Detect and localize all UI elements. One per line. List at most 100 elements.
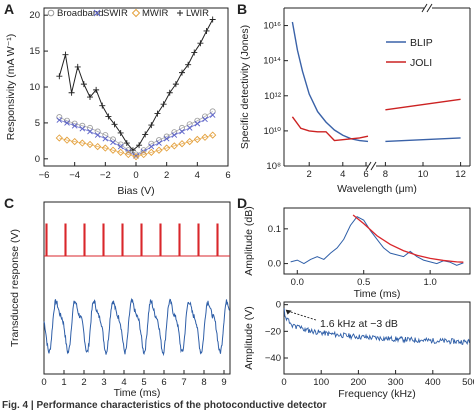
panel-b-frame [283, 7, 471, 167]
panel-d-bottom-spectrum [283, 308, 470, 346]
panel-a-swir-point [209, 112, 216, 118]
panel-a-lwir-point [166, 89, 173, 96]
panel-d-bottom-xtick-label: 300 [388, 377, 404, 388]
panel-c-xtick-label: 5 [141, 377, 146, 388]
panel-a-swir-point [102, 135, 109, 142]
panel-a-ytick-label: 20 [29, 10, 40, 21]
panel-letter-b: B [237, 1, 247, 17]
panel-b-blip-line [385, 137, 461, 143]
panel-a-lwir-point [74, 63, 81, 70]
panel-c-ticks: 0 1 2 3 4 5 6 7 8 9 [41, 370, 227, 388]
panel-b-joli-line [291, 116, 369, 142]
panel-a-mwir-point [178, 140, 186, 148]
panel-c-frame [43, 201, 231, 375]
panel-a-legend-label: MWIR [142, 8, 169, 19]
panel-a-legend-marker-lwir [177, 10, 183, 16]
panel-c-xlabel: Time (ms) [114, 387, 161, 399]
panel-d-bottom-xtick-label: 100 [313, 377, 329, 388]
panel-a-legend-label: Broadband [57, 8, 103, 19]
panel-c-xtick-label: 0 [41, 377, 46, 388]
panel-d-top-series [290, 214, 464, 266]
panel-d-top-trace [290, 216, 464, 266]
panel-a-swir-point [94, 132, 101, 138]
panel-letter-a: A [4, 1, 14, 17]
panel-a-legend-label: SWIR [103, 8, 128, 19]
panel-a-xtick-label: 0 [133, 170, 138, 181]
panel-a-mwir-point [132, 153, 140, 161]
panel-b-ticks: 2 4 6 8 10 12 10⁸ 10¹⁰ 10¹² 10¹⁴ 10¹⁶ [263, 21, 466, 180]
panel-a-mwir-point [170, 142, 178, 150]
panel-b-legend: BLIP JOLI [386, 37, 433, 69]
panel-letter-c: C [4, 195, 14, 211]
panel-b-break-mark [421, 3, 433, 13]
panel-a-mwir-point [140, 150, 148, 159]
panel-a-lwir-point [191, 49, 198, 56]
panel-d-bottom-xtick-label: 400 [425, 377, 441, 388]
panel-a-lwir-point [185, 61, 192, 68]
panel-a-legend-marker-mwir [131, 8, 141, 18]
panel-a-xtick-label: −4 [69, 170, 80, 181]
panel-a-swir-point [179, 128, 185, 135]
panel-a-frame [43, 7, 229, 167]
panel-b-xtick-label: 4 [340, 169, 345, 180]
panel-d-bottom-xtick-label: 500 [462, 377, 474, 388]
panel-a-swir-point [79, 125, 86, 132]
panel-d-top-xtick-label: 0.0 [291, 277, 304, 288]
panel-b-break-mark [365, 161, 377, 171]
panel-c-xtick-label: 3 [101, 377, 106, 388]
panel-d-bottom-ylabel: Amplitude (V) [243, 306, 255, 370]
panel-a-mwir-point [78, 139, 86, 147]
panel-a-legend-marker-broadband [47, 9, 55, 17]
panel-c-response-chart: 0 1 2 3 4 5 6 7 8 9 Time (ms) Transduced response… [9, 201, 231, 399]
panel-a-broadband-point [87, 124, 94, 131]
panel-d-bottom-annotation-arrowhead [285, 309, 292, 315]
panel-a-swir-point [156, 140, 162, 146]
panel-c-xtick-label: 8 [201, 377, 206, 388]
panel-a-xlabel: Bias (V) [117, 185, 154, 197]
panel-a-mwir-point [117, 148, 125, 156]
panel-a-lwir-point [105, 113, 112, 120]
panel-c-xtick-label: 7 [181, 377, 186, 388]
panel-a-mwir-point [186, 137, 194, 146]
panel-b-ytick-label: 10⁸ [266, 161, 281, 172]
panel-d-bottom-frame [283, 301, 471, 375]
panel-d-top-ytick-label: 0.0 [268, 259, 281, 270]
panel-a-swir-point [148, 143, 155, 150]
panel-a-mwir-point [155, 146, 163, 154]
panel-a-mwir-point [209, 131, 217, 139]
panel-a-ytick-label: 5 [35, 118, 40, 129]
panel-a-lwir-point [80, 81, 87, 88]
panel-a-swir-point [71, 122, 78, 129]
panel-b-xtick-label: 10 [418, 169, 429, 180]
panel-a-lwir-point [68, 89, 75, 96]
panel-a-ylabel: Responsivity (mA W⁻¹) [5, 34, 17, 140]
panel-a-swir-point [202, 116, 208, 123]
panel-b-ytick-label: 10¹⁴ [263, 56, 281, 67]
panel-b-xtick-label: 8 [383, 169, 388, 180]
panel-d-bottom-xtick-label: 0 [281, 377, 286, 388]
panel-a-lwir-point [142, 131, 149, 138]
panel-a-lwir-point [179, 69, 185, 76]
panel-b-ytick-label: 10¹⁰ [263, 126, 281, 137]
panel-a-xtick-label: −6 [39, 170, 50, 181]
panel-a-ytick-label: 0 [35, 154, 40, 165]
panel-a-broadband-point [102, 132, 109, 139]
panel-c-pulse-trace [44, 223, 230, 257]
panel-a-lwir-point [203, 27, 210, 34]
panel-b-ytick-label: 10¹⁶ [263, 21, 281, 32]
panel-a-xtick-label: 2 [164, 170, 169, 181]
panel-c-xtick-label: 6 [161, 377, 166, 388]
panel-a-broadband-point [209, 108, 216, 115]
panel-d-bottom-xlabel: Frequency (kHz) [338, 388, 416, 400]
panel-d-top-xtick-label: 0.5 [357, 277, 370, 288]
panel-d-bottom-series [283, 308, 470, 346]
panel-a-lwir-fit-line [58, 19, 214, 151]
panel-a-lwir-point [62, 51, 69, 58]
panel-a-mwir-point [86, 140, 94, 149]
panel-a-ytick-label: 10 [29, 82, 40, 93]
panel-d-bottom-chart: 0 100 200 300 400 500 0 −20 −40 1.6 kHz at −3 dB… [243, 300, 474, 400]
panel-d-top-xtick-label: 1.0 [424, 277, 437, 288]
panel-d-bottom-annotation-arrow [286, 310, 317, 321]
panel-b-ylabel: Specific detectivity (Jones) [239, 25, 251, 149]
panel-c-ylabel: Transduced response (V) [9, 229, 21, 347]
